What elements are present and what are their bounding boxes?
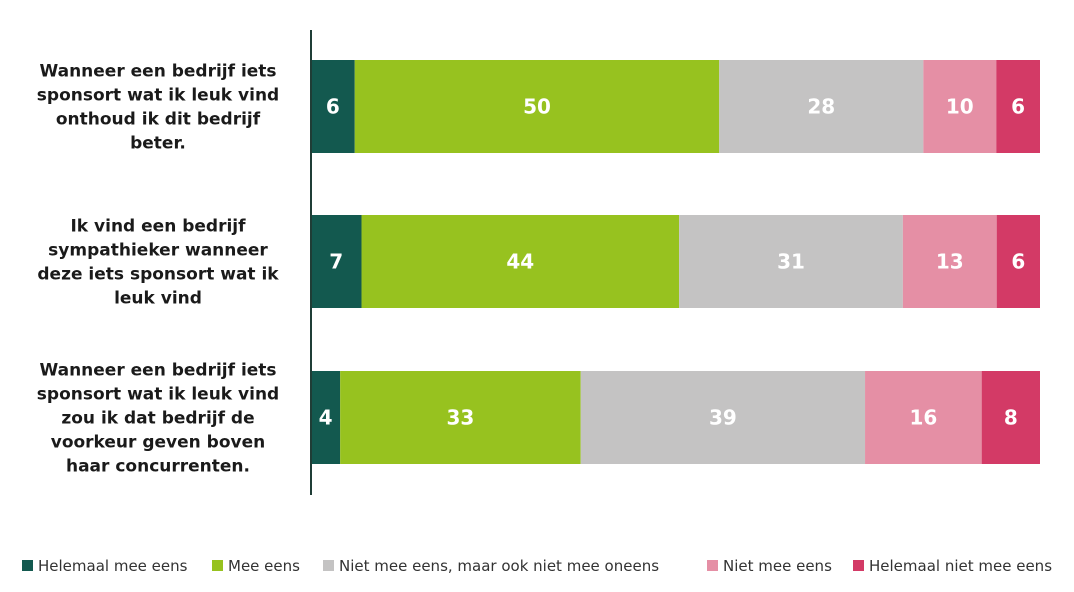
- legend-label: Mee eens: [228, 557, 300, 575]
- data-label: 28: [807, 95, 835, 119]
- bar-segment: [354, 60, 720, 153]
- category-label-line: beter.: [130, 134, 186, 154]
- bar-segment: [865, 371, 982, 464]
- category-label-line: Ik vind een bedrijf: [70, 217, 246, 237]
- data-label: 16: [909, 406, 937, 430]
- legend-label: Helemaal mee eens: [38, 557, 188, 575]
- legend-label: Niet mee eens: [723, 557, 832, 575]
- bar-segment: [719, 60, 924, 153]
- bar-segment: [902, 215, 997, 308]
- data-label: 33: [447, 406, 475, 430]
- legend-label: Helemaal niet mee eens: [869, 557, 1052, 575]
- category-label-line: sponsort wat ik leuk vind: [37, 385, 279, 405]
- category-label-line: deze iets sponsort wat ik: [37, 265, 279, 285]
- legend-swatch: [707, 560, 718, 571]
- category-label-line: sponsort wat ik leuk vind: [37, 86, 279, 106]
- data-label: 6: [326, 95, 340, 119]
- category-label-line: Wanneer een bedrijf iets: [39, 62, 276, 82]
- data-label: 13: [936, 250, 964, 274]
- category-labels-layer: Wanneer een bedrijf iets sponsort wat ik …: [37, 62, 280, 477]
- category-label: Wanneer een bedrijf iets sponsort wat ik …: [37, 62, 279, 154]
- category-label-line: haar concurrenten.: [66, 457, 250, 477]
- bar-segment: [311, 60, 355, 153]
- category-label-line: onthoud ik dit bedrijf: [56, 110, 261, 130]
- category-label-line: Wanneer een bedrijf iets: [39, 361, 276, 381]
- category-label-line: sympathieker wanneer: [48, 241, 268, 261]
- bars-layer: 6 50 28 10 6 7 44 31 13 6 4 33 39 16 8: [311, 60, 1040, 464]
- data-label: 44: [506, 250, 534, 274]
- bar-segment: [361, 215, 680, 308]
- bar-segment: [679, 215, 903, 308]
- legend-swatch: [22, 560, 33, 571]
- bar-segment: [996, 215, 1040, 308]
- data-label: 10: [946, 95, 974, 119]
- data-label: 31: [777, 250, 805, 274]
- bar-segment: [996, 60, 1040, 153]
- data-label: 8: [1004, 406, 1018, 430]
- legend-swatch: [853, 560, 864, 571]
- data-label: 7: [329, 250, 343, 274]
- data-label: 50: [523, 95, 551, 119]
- bar-segment: [923, 60, 997, 153]
- category-label-line: voorkeur geven boven: [51, 433, 266, 453]
- category-label-line: zou ik dat bedrijf de: [61, 409, 254, 429]
- data-label: 6: [1011, 95, 1025, 119]
- bar-segment: [981, 371, 1040, 464]
- bar-segment: [311, 371, 341, 464]
- legend: Helemaal mee eens Mee eens Niet mee eens, …: [22, 557, 1052, 575]
- legend-label: Niet mee eens, maar ook niet mee oneens: [339, 557, 659, 575]
- data-label: 4: [319, 406, 333, 430]
- category-label-line: leuk vind: [114, 289, 202, 309]
- category-label: Wanneer een bedrijf iets sponsort wat ik …: [37, 361, 279, 477]
- bar-segment: [580, 371, 866, 464]
- category-label: Ik vind een bedrijf sympathieker wanneer d…: [37, 217, 279, 309]
- data-label: 6: [1011, 250, 1025, 274]
- bar-segment: [340, 371, 581, 464]
- bar-segment: [311, 215, 362, 308]
- data-label: 39: [709, 406, 737, 430]
- legend-swatch: [212, 560, 223, 571]
- legend-swatch: [323, 560, 334, 571]
